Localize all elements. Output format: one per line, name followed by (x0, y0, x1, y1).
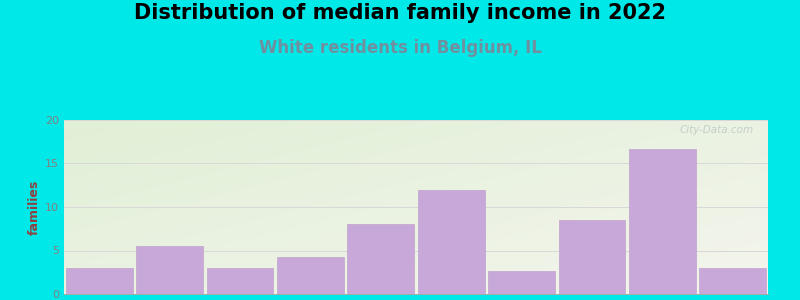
Text: City-Data.com: City-Data.com (680, 125, 754, 135)
Text: Distribution of median family income in 2022: Distribution of median family income in … (134, 3, 666, 23)
Bar (136, 246, 203, 294)
Bar (418, 190, 485, 294)
Bar (66, 268, 133, 294)
Y-axis label: families: families (28, 179, 41, 235)
Bar (347, 224, 414, 294)
Bar (629, 149, 696, 294)
Bar (558, 220, 626, 294)
Bar (277, 256, 344, 294)
Text: White residents in Belgium, IL: White residents in Belgium, IL (258, 39, 542, 57)
Bar (206, 268, 274, 294)
Bar (699, 268, 766, 294)
Bar (488, 271, 555, 294)
